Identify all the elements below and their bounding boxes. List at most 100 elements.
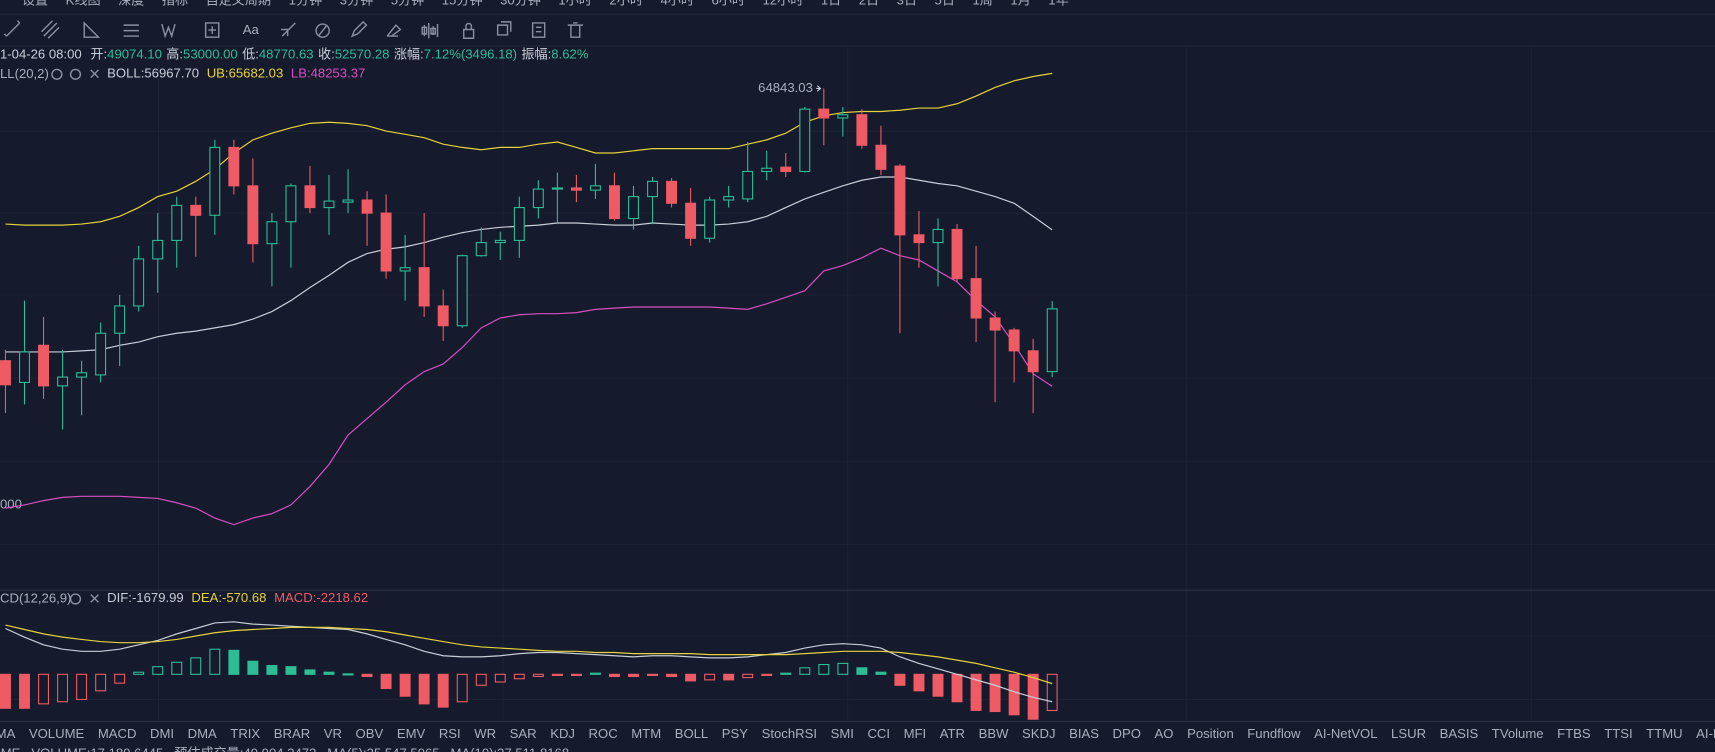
indicator-tab[interactable]: AO: [1155, 726, 1174, 741]
timeframe-button[interactable]: 1周: [972, 0, 992, 8]
tool-triangle[interactable]: [83, 21, 101, 38]
tool-hide[interactable]: [315, 23, 330, 38]
candle-body: [76, 372, 88, 378]
timeframe-button[interactable]: 4小时: [660, 0, 694, 8]
indicator-tab[interactable]: TTSI: [1604, 726, 1632, 741]
tool-lock[interactable]: [463, 22, 475, 39]
macd-bar: [95, 673, 107, 692]
timeframe-button[interactable]: 1年: [1048, 0, 1068, 8]
timeframe-button[interactable]: 深度: [118, 0, 144, 8]
candle-body: [152, 239, 164, 260]
indicator-tab[interactable]: BASIS: [1440, 726, 1479, 741]
tool-eraser[interactable]: [386, 24, 402, 37]
timeframe-button[interactable]: 15分钟: [442, 0, 483, 8]
timeframe-button[interactable]: 设置: [22, 0, 48, 8]
indicator-tab[interactable]: BOLL: [675, 726, 709, 741]
indicator-tab[interactable]: PSY: [722, 726, 748, 741]
timeframe-button[interactable]: 1小时: [558, 0, 592, 8]
indicator-tab[interactable]: BRAR: [274, 726, 310, 741]
indicator-tab[interactable]: SAR: [510, 726, 537, 741]
indicator-tab[interactable]: TTMU: [1646, 726, 1682, 741]
info-value: 49074.10: [107, 47, 162, 62]
indicator-tab[interactable]: BBW: [979, 726, 1009, 741]
candle-body: [171, 204, 183, 241]
macd-bar: [894, 673, 906, 686]
settings-icon[interactable]: [69, 593, 82, 605]
indicator-tab[interactable]: VR: [324, 726, 342, 741]
candle-body: [913, 234, 925, 244]
indicator-tab[interactable]: MACD: [98, 726, 137, 741]
indicator-name: CD(12,26,9): [0, 590, 71, 605]
indicator-tab[interactable]: AI-BSI: [1696, 726, 1715, 741]
timeframe-button[interactable]: 3分钟: [340, 0, 374, 8]
timeframe-button[interactable]: 2小时: [609, 0, 643, 8]
timeframe-button[interactable]: 5分钟: [391, 0, 425, 8]
indicator-tab[interactable]: StochRSI: [762, 726, 817, 741]
indicator-tab[interactable]: CCI: [867, 726, 890, 741]
indicator-tab[interactable]: DPO: [1113, 726, 1141, 741]
timeframe-button[interactable]: 1日: [821, 0, 841, 8]
indicator-line: [5, 176, 1053, 353]
indicator-tab[interactable]: ROC: [589, 726, 618, 741]
indicator-tab[interactable]: DMI: [150, 726, 174, 741]
tool-channel[interactable]: [41, 20, 60, 39]
macd-bar: [152, 666, 164, 675]
timeframe-button[interactable]: 6小时: [711, 0, 745, 8]
eye-icon[interactable]: [51, 68, 63, 80]
indicator-tab[interactable]: KDJ: [550, 726, 575, 741]
candle-body: [380, 212, 392, 272]
tool-fib[interactable]: [123, 24, 139, 37]
indicator-tab[interactable]: Position: [1187, 726, 1234, 741]
indicator-tab[interactable]: BIAS: [1069, 726, 1099, 741]
indicator-tab[interactable]: VOLUME: [29, 726, 85, 741]
timeframe-button[interactable]: 5日: [935, 0, 955, 8]
close-icon[interactable]: [90, 594, 99, 603]
timeframe-button[interactable]: 3日: [897, 0, 917, 8]
timeframe-button[interactable]: 1分钟: [289, 0, 323, 8]
tool-rect[interactable]: [204, 22, 220, 38]
indicator-tab[interactable]: WR: [474, 726, 496, 741]
tool-notes[interactable]: [531, 22, 546, 38]
tool-candles[interactable]: [421, 22, 439, 39]
tool-line[interactable]: [3, 20, 21, 37]
indicator-tab[interactable]: SMI: [831, 726, 854, 741]
tool-pen[interactable]: [350, 20, 368, 38]
macd-bar: [723, 673, 735, 681]
timeframe-button[interactable]: K线图: [66, 0, 101, 8]
timeframe-button[interactable]: 指标: [162, 0, 188, 8]
tool-delete[interactable]: [567, 22, 583, 38]
timeframe-button[interactable]: 1月: [1010, 0, 1030, 8]
timeframe-button[interactable]: 2日: [859, 0, 879, 8]
indicator-tab[interactable]: EMV: [397, 726, 426, 741]
indicator-name: LL(20,2): [0, 66, 49, 81]
indicator-tab[interactable]: RSI: [439, 726, 461, 741]
grid: [0, 45, 1715, 722]
indicator-tab[interactable]: ATR: [940, 726, 965, 741]
indicator-tab[interactable]: TVolume: [1492, 726, 1544, 741]
indicator-tab[interactable]: MFI: [904, 726, 927, 741]
macd-bar: [780, 672, 792, 675]
indicator-tab[interactable]: LSUR: [1391, 726, 1426, 741]
timeframe-button[interactable]: 30分钟: [500, 0, 541, 8]
settings-icon[interactable]: [69, 68, 82, 80]
tool-wave[interactable]: [161, 23, 176, 39]
info-label: 涨幅:: [394, 47, 424, 62]
indicator-tab[interactable]: MTM: [631, 726, 661, 741]
timeframe-button[interactable]: 12小时: [763, 0, 804, 8]
tool-measure[interactable]: [281, 22, 296, 37]
indicator-tab[interactable]: TRIX: [230, 726, 260, 741]
indicator-tab[interactable]: DMA: [188, 726, 217, 741]
indicator-tab[interactable]: AI-NetVOL: [1314, 726, 1377, 741]
macd-bar: [666, 673, 678, 677]
indicator-tab[interactable]: FTBS: [1557, 726, 1591, 741]
timeframe-button[interactable]: 自定义周期: [206, 0, 272, 8]
close-icon[interactable]: [90, 69, 99, 79]
macd-bar: [532, 673, 544, 677]
indicator-tab[interactable]: SKDJ: [1022, 726, 1056, 741]
tool-text[interactable]: Aa: [243, 22, 260, 37]
indicator-tab[interactable]: OBV: [356, 726, 384, 741]
indicator-tab[interactable]: Fundflow: [1247, 726, 1301, 741]
candle-body: [133, 258, 145, 307]
indicator-tab[interactable]: MA: [0, 726, 16, 741]
tool-copy[interactable]: [496, 21, 512, 36]
